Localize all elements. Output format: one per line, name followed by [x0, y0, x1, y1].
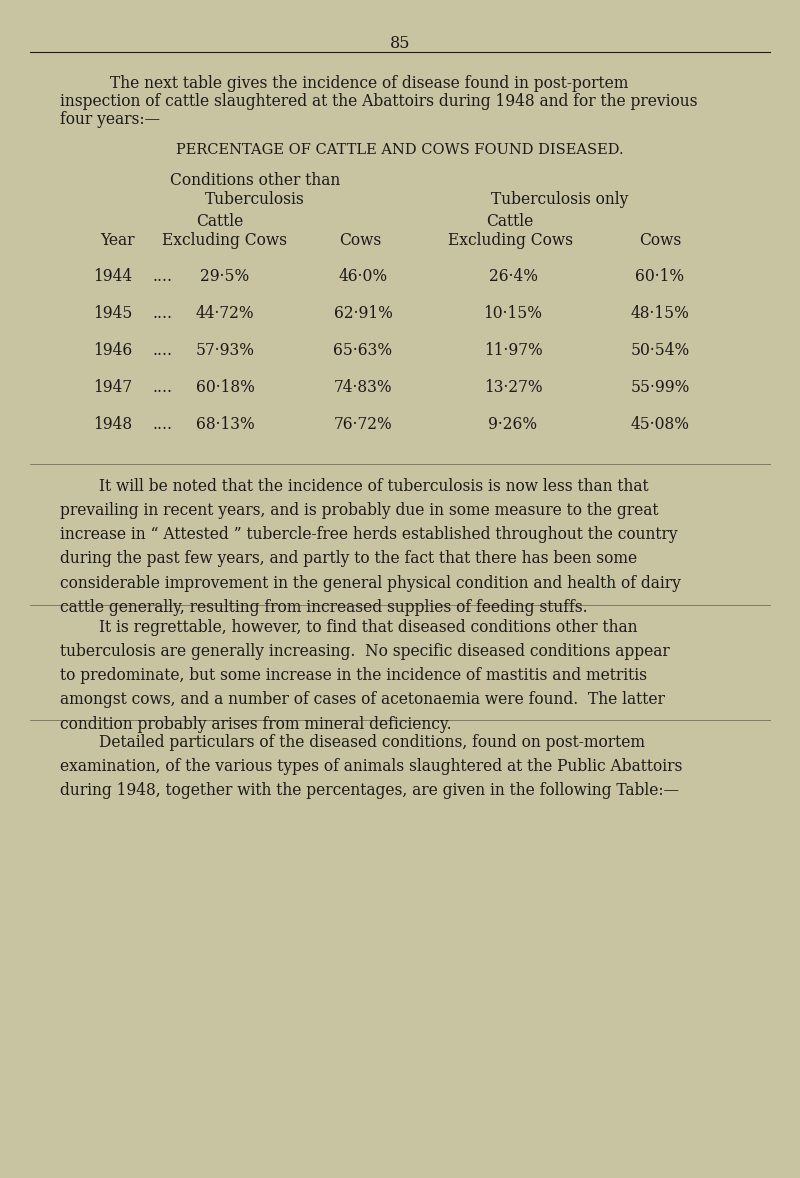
Text: 76·72%: 76·72% — [334, 416, 392, 434]
Text: ....: .... — [152, 269, 172, 285]
Text: 85: 85 — [390, 35, 410, 52]
Text: 1946: 1946 — [93, 342, 132, 359]
Text: The next table gives the incidence of disease found in post-portem: The next table gives the incidence of di… — [110, 75, 628, 92]
Text: 60·18%: 60·18% — [195, 379, 254, 396]
Text: Cattle: Cattle — [196, 213, 244, 230]
Text: PERCENTAGE OF CATTLE AND COWS FOUND DISEASED.: PERCENTAGE OF CATTLE AND COWS FOUND DISE… — [176, 143, 624, 157]
Text: Year: Year — [100, 232, 134, 249]
Text: 57·93%: 57·93% — [195, 342, 254, 359]
Text: 1948: 1948 — [93, 416, 132, 434]
Text: 62·91%: 62·91% — [334, 305, 393, 322]
Text: 55·99%: 55·99% — [630, 379, 690, 396]
Text: inspection of cattle slaughtered at the Abattoirs during 1948 and for the previo: inspection of cattle slaughtered at the … — [60, 93, 698, 110]
Text: 1944: 1944 — [93, 269, 132, 285]
Text: Excluding Cows: Excluding Cows — [447, 232, 573, 249]
Text: 68·13%: 68·13% — [196, 416, 254, 434]
Text: Tuberculosis: Tuberculosis — [205, 191, 305, 209]
Text: 44·72%: 44·72% — [196, 305, 254, 322]
Text: 13·27%: 13·27% — [484, 379, 542, 396]
Text: 50·54%: 50·54% — [630, 342, 690, 359]
Text: Conditions other than: Conditions other than — [170, 172, 340, 188]
Text: Detailed particulars of the diseased conditions, found on post-mortem
examinatio: Detailed particulars of the diseased con… — [60, 734, 682, 800]
Text: four years:—: four years:— — [60, 111, 160, 128]
Text: 29·5%: 29·5% — [200, 269, 250, 285]
Text: Cows: Cows — [639, 232, 681, 249]
Text: 65·63%: 65·63% — [334, 342, 393, 359]
Text: ....: .... — [152, 305, 172, 322]
Text: 74·83%: 74·83% — [334, 379, 392, 396]
Text: Tuberculosis only: Tuberculosis only — [491, 191, 629, 209]
Text: 9·26%: 9·26% — [489, 416, 538, 434]
Text: Excluding Cows: Excluding Cows — [162, 232, 287, 249]
Text: 1945: 1945 — [93, 305, 132, 322]
Text: 11·97%: 11·97% — [484, 342, 542, 359]
Text: 60·1%: 60·1% — [635, 269, 685, 285]
Text: It is regrettable, however, to find that diseased conditions other than
tubercul: It is regrettable, however, to find that… — [60, 618, 670, 733]
Text: 26·4%: 26·4% — [489, 269, 538, 285]
Text: ....: .... — [152, 379, 172, 396]
Text: 45·08%: 45·08% — [630, 416, 690, 434]
Text: ....: .... — [152, 342, 172, 359]
Text: 48·15%: 48·15% — [630, 305, 690, 322]
Text: Cattle: Cattle — [486, 213, 534, 230]
Text: 46·0%: 46·0% — [338, 269, 387, 285]
Text: ....: .... — [152, 416, 172, 434]
Text: 10·15%: 10·15% — [483, 305, 542, 322]
Text: 1947: 1947 — [93, 379, 132, 396]
Text: Cows: Cows — [339, 232, 381, 249]
Text: It will be noted that the incidence of tuberculosis is now less than that
prevai: It will be noted that the incidence of t… — [60, 478, 681, 616]
